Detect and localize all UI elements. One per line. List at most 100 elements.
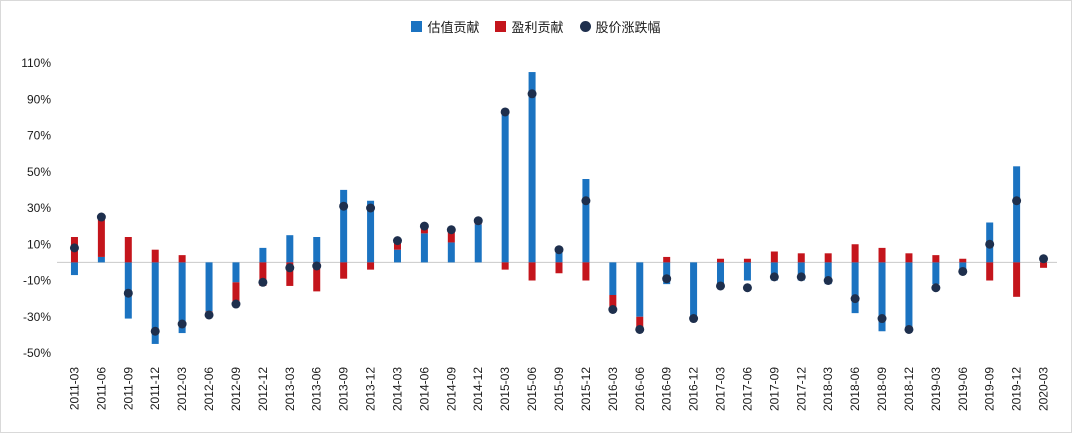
x-tick-label: 2012-03 xyxy=(175,367,189,411)
bar xyxy=(1013,262,1021,297)
bar xyxy=(851,244,859,263)
x-tick-label: 2018-06 xyxy=(848,367,862,411)
bar xyxy=(636,316,644,330)
bar xyxy=(286,262,294,286)
bar xyxy=(447,242,455,263)
bar xyxy=(905,253,913,263)
dot xyxy=(716,281,726,291)
bar xyxy=(717,258,725,263)
x-tick-label: 2014-03 xyxy=(390,367,404,411)
dot xyxy=(419,221,429,231)
x-tick-label: 2018-12 xyxy=(902,367,916,411)
x-tick-label: 2019-03 xyxy=(929,367,943,411)
bar xyxy=(447,227,455,243)
bars-valuation xyxy=(70,72,1048,344)
bar xyxy=(501,110,509,263)
bar xyxy=(313,237,321,263)
bar xyxy=(609,262,617,296)
y-tick-label: 90% xyxy=(27,92,51,106)
bar xyxy=(663,262,671,285)
bar xyxy=(905,262,913,328)
bar xyxy=(70,262,78,276)
dot xyxy=(985,239,995,249)
bar xyxy=(770,251,778,263)
bar xyxy=(1013,166,1021,263)
x-tick-label: 2013-03 xyxy=(283,367,297,411)
bar xyxy=(582,179,590,263)
bar xyxy=(420,233,428,263)
bar xyxy=(286,235,294,263)
bar xyxy=(178,262,186,334)
legend-item-price-change: 股价涨跌幅 xyxy=(579,17,661,36)
legend-item-earnings: 盈利贡献 xyxy=(495,17,564,36)
bar xyxy=(124,237,132,263)
bar xyxy=(232,262,240,283)
legend-label-earnings: 盈利贡献 xyxy=(511,20,564,35)
x-tick-label: 2016-12 xyxy=(687,367,701,411)
dot xyxy=(446,225,456,235)
x-tick-label: 2014-09 xyxy=(444,367,458,411)
x-tick-label: 2016-06 xyxy=(633,367,647,411)
x-tick-label: 2014-06 xyxy=(417,367,431,411)
x-tick-label: 2016-03 xyxy=(606,367,620,411)
x-tick-label: 2017-12 xyxy=(794,367,808,411)
dot xyxy=(662,274,672,284)
dot xyxy=(769,272,779,282)
bar xyxy=(259,262,267,286)
bar xyxy=(367,200,375,263)
chart-legend: 估值贡献 盈利贡献 股价涨跌幅 xyxy=(1,17,1071,36)
legend-item-valuation: 估值贡献 xyxy=(411,17,479,36)
dot xyxy=(958,266,968,276)
dot xyxy=(150,326,160,336)
x-tick-label: 2020-03 xyxy=(1037,367,1051,411)
dot xyxy=(689,314,699,324)
x-tick-label: 2015-06 xyxy=(525,367,539,411)
bar xyxy=(528,72,536,263)
bar xyxy=(986,262,994,281)
bar xyxy=(743,262,751,281)
bar xyxy=(609,295,617,312)
dot xyxy=(339,201,349,211)
bar xyxy=(797,262,805,281)
bar xyxy=(367,262,375,270)
bar xyxy=(959,262,967,272)
bar xyxy=(97,256,105,263)
bar xyxy=(555,251,563,263)
dot xyxy=(500,107,510,117)
bar xyxy=(824,253,832,263)
dot xyxy=(850,294,860,304)
dots-price-change xyxy=(69,89,1049,336)
price-change-swatch-icon xyxy=(579,21,591,32)
dot xyxy=(904,324,914,334)
dot xyxy=(177,319,187,329)
bar xyxy=(474,224,482,263)
bar xyxy=(959,258,967,263)
bar xyxy=(313,262,321,292)
dot xyxy=(877,314,887,324)
x-tick-label: 2012-06 xyxy=(202,367,216,411)
x-tick-label: 2019-12 xyxy=(1010,367,1024,411)
bar xyxy=(797,253,805,263)
y-tick-label: 30% xyxy=(27,201,51,215)
bar xyxy=(932,255,940,263)
x-tick-label: 2013-09 xyxy=(337,367,351,411)
y-tick-label: 10% xyxy=(27,237,51,251)
x-tick-label: 2011-03 xyxy=(67,367,81,410)
x-tick-label: 2017-06 xyxy=(740,367,754,411)
bar xyxy=(690,262,698,317)
x-tick-label: 2015-03 xyxy=(498,367,512,411)
dot xyxy=(635,324,645,334)
legend-label-valuation: 估值贡献 xyxy=(427,20,480,35)
x-tick-label: 2012-09 xyxy=(229,367,243,411)
bar xyxy=(528,262,536,281)
dot xyxy=(366,203,376,213)
dot xyxy=(554,245,564,255)
x-tick-label: 2019-09 xyxy=(983,367,997,411)
bars-earnings xyxy=(70,217,1048,330)
dot xyxy=(392,236,402,246)
bar xyxy=(663,256,671,263)
bar xyxy=(770,262,778,281)
dot xyxy=(285,263,295,273)
